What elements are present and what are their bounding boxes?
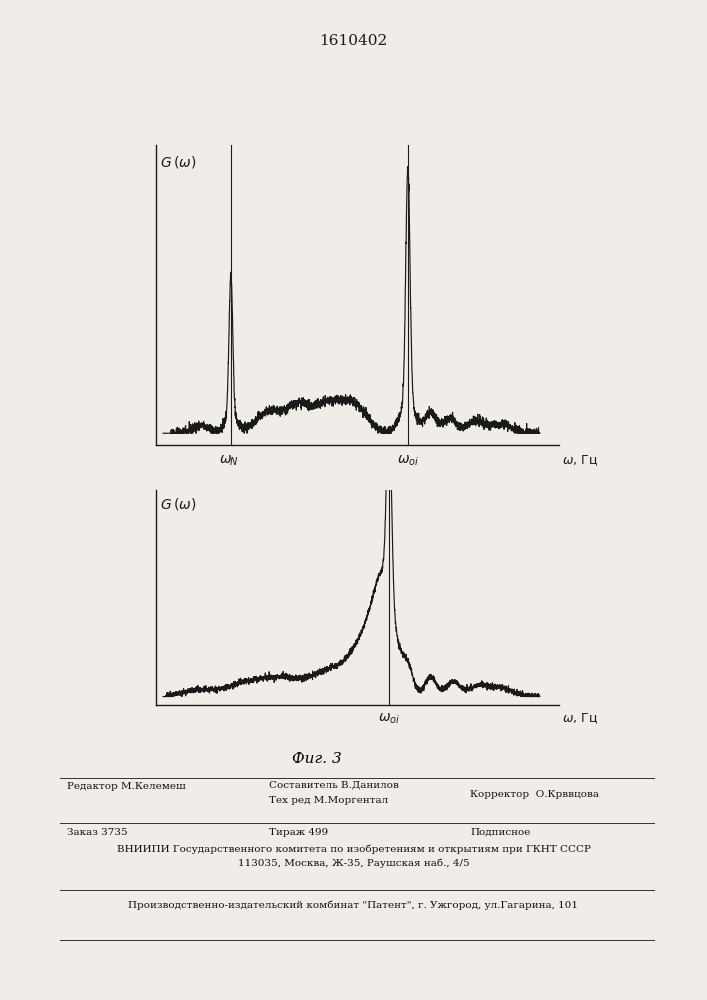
Text: Подписное: Подписное	[470, 828, 530, 837]
Text: Редактор М.Келемеш: Редактор М.Келемеш	[67, 782, 186, 791]
Text: $G\,(\omega)$: $G\,(\omega)$	[160, 496, 197, 512]
Text: 113035, Москва, Ж-35, Раушская наб., 4/5: 113035, Москва, Ж-35, Раушская наб., 4/5	[238, 859, 469, 868]
Text: $\omega_{oi}$: $\omega_{oi}$	[378, 711, 400, 726]
Text: $\omega_{\!N}$: $\omega_{\!N}$	[219, 454, 238, 468]
Text: $\omega$, Гц: $\omega$, Гц	[562, 454, 598, 468]
Text: ВНИИПИ Государственного комитета по изобретениям и открытиям при ГКНТ СССР: ВНИИПИ Государственного комитета по изоб…	[117, 844, 590, 854]
Text: Корректор  О.Крввцова: Корректор О.Крввцова	[470, 790, 599, 799]
Text: 1610402: 1610402	[320, 34, 387, 48]
Text: Тех ред М.Моргентал: Тех ред М.Моргентал	[269, 796, 388, 805]
Text: Заказ 3735: Заказ 3735	[67, 828, 128, 837]
Text: Фиг. 3: Фиг. 3	[292, 752, 341, 766]
Text: $G\,(\omega)$: $G\,(\omega)$	[160, 154, 197, 170]
Text: $\omega$, Гц: $\omega$, Гц	[562, 711, 598, 726]
Text: Составитель В.Данилов: Составитель В.Данилов	[269, 781, 399, 790]
Text: Фиг. 2: Фиг. 2	[312, 499, 362, 513]
Text: Производственно-издательский комбинат "Патент", г. Ужгород, ул.Гагарина, 101: Производственно-издательский комбинат "П…	[129, 900, 578, 910]
Text: Тираж 499: Тираж 499	[269, 828, 328, 837]
Text: $\omega_{oi}$: $\omega_{oi}$	[397, 454, 419, 468]
